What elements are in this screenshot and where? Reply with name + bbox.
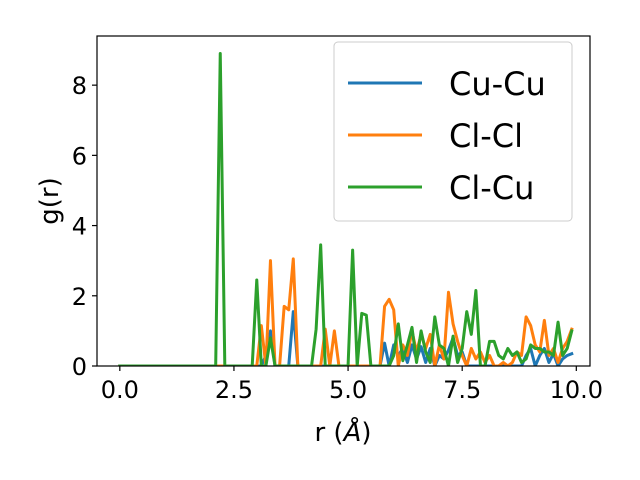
x-tick-label: 0.0 <box>101 376 139 404</box>
plot-frame <box>96 35 591 367</box>
legend-label-cu-cu: Cu-Cu <box>449 65 546 103</box>
y-tick-label: 4 <box>72 213 87 241</box>
x-tick-label: 5.0 <box>329 376 367 404</box>
y-tick-label: 2 <box>72 283 87 311</box>
series-line-cl-cl <box>118 257 574 366</box>
legend: Cu-Cu Cl-Cl Cl-Cu <box>333 41 573 222</box>
series-layer <box>118 52 574 366</box>
y-tick-label: 8 <box>72 72 87 100</box>
y-axis-label: g(r) <box>35 177 65 224</box>
y-tick-label: 6 <box>72 142 87 170</box>
legend-box <box>333 41 573 222</box>
legend-label-cl-cl: Cl-Cl <box>449 117 523 155</box>
series-line-cl-cu <box>118 52 574 366</box>
legend-label-cl-cu: Cl-Cu <box>449 169 534 207</box>
x-tick-label: 10.0 <box>550 376 603 404</box>
y-tick-label: 0 <box>72 353 87 381</box>
x-axis-label: r (Å) <box>314 416 371 448</box>
x-axis: 0.0 2.5 5.0 7.5 10.0 <box>101 366 603 404</box>
x-tick-label: 2.5 <box>215 376 253 404</box>
y-axis: 0 2 4 6 8 <box>72 72 97 381</box>
x-tick-label: 7.5 <box>443 376 481 404</box>
